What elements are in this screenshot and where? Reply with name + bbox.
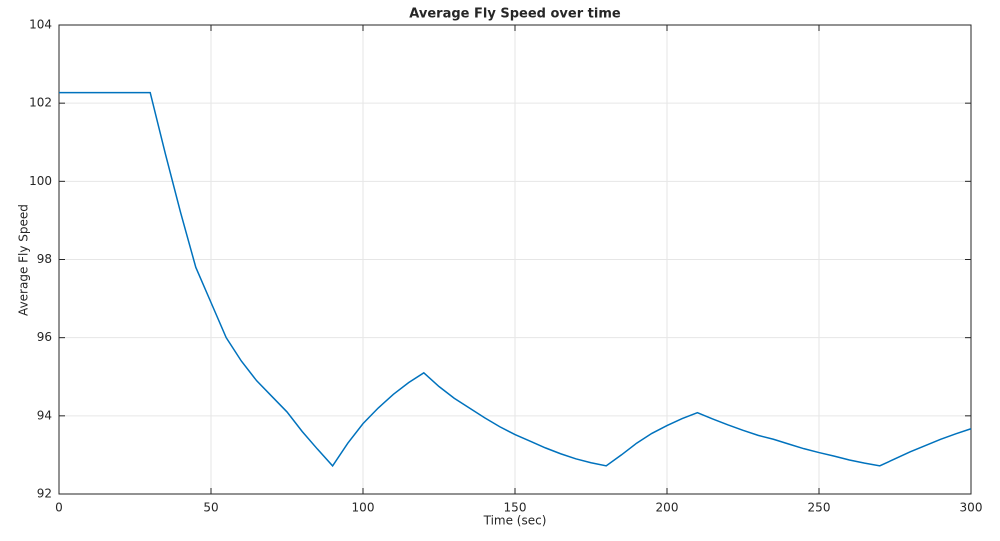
x-axis-label: Time (sec) bbox=[483, 514, 547, 528]
plot-frame bbox=[58, 24, 972, 495]
x-tick-label: 0 bbox=[55, 501, 63, 515]
y-tick-label: 102 bbox=[29, 96, 52, 110]
y-tick-label: 96 bbox=[37, 330, 52, 344]
y-tick-label: 98 bbox=[37, 252, 52, 266]
y-tick-label: 104 bbox=[29, 18, 52, 32]
x-tick-label: 150 bbox=[504, 501, 527, 515]
x-tick-label: 100 bbox=[352, 501, 375, 515]
x-tick-label: 250 bbox=[808, 501, 831, 515]
x-tick-label: 50 bbox=[203, 501, 218, 515]
y-tick-label: 92 bbox=[37, 487, 52, 501]
data-line bbox=[59, 91, 972, 468]
y-axis-label: Average Fly Speed bbox=[17, 204, 31, 316]
y-tick-label: 100 bbox=[29, 174, 52, 188]
y-tick-label: 94 bbox=[37, 408, 52, 422]
x-tick-label: 300 bbox=[960, 501, 983, 515]
x-tick-label: 200 bbox=[656, 501, 679, 515]
chart-title: Average Fly Speed over time bbox=[409, 7, 621, 22]
